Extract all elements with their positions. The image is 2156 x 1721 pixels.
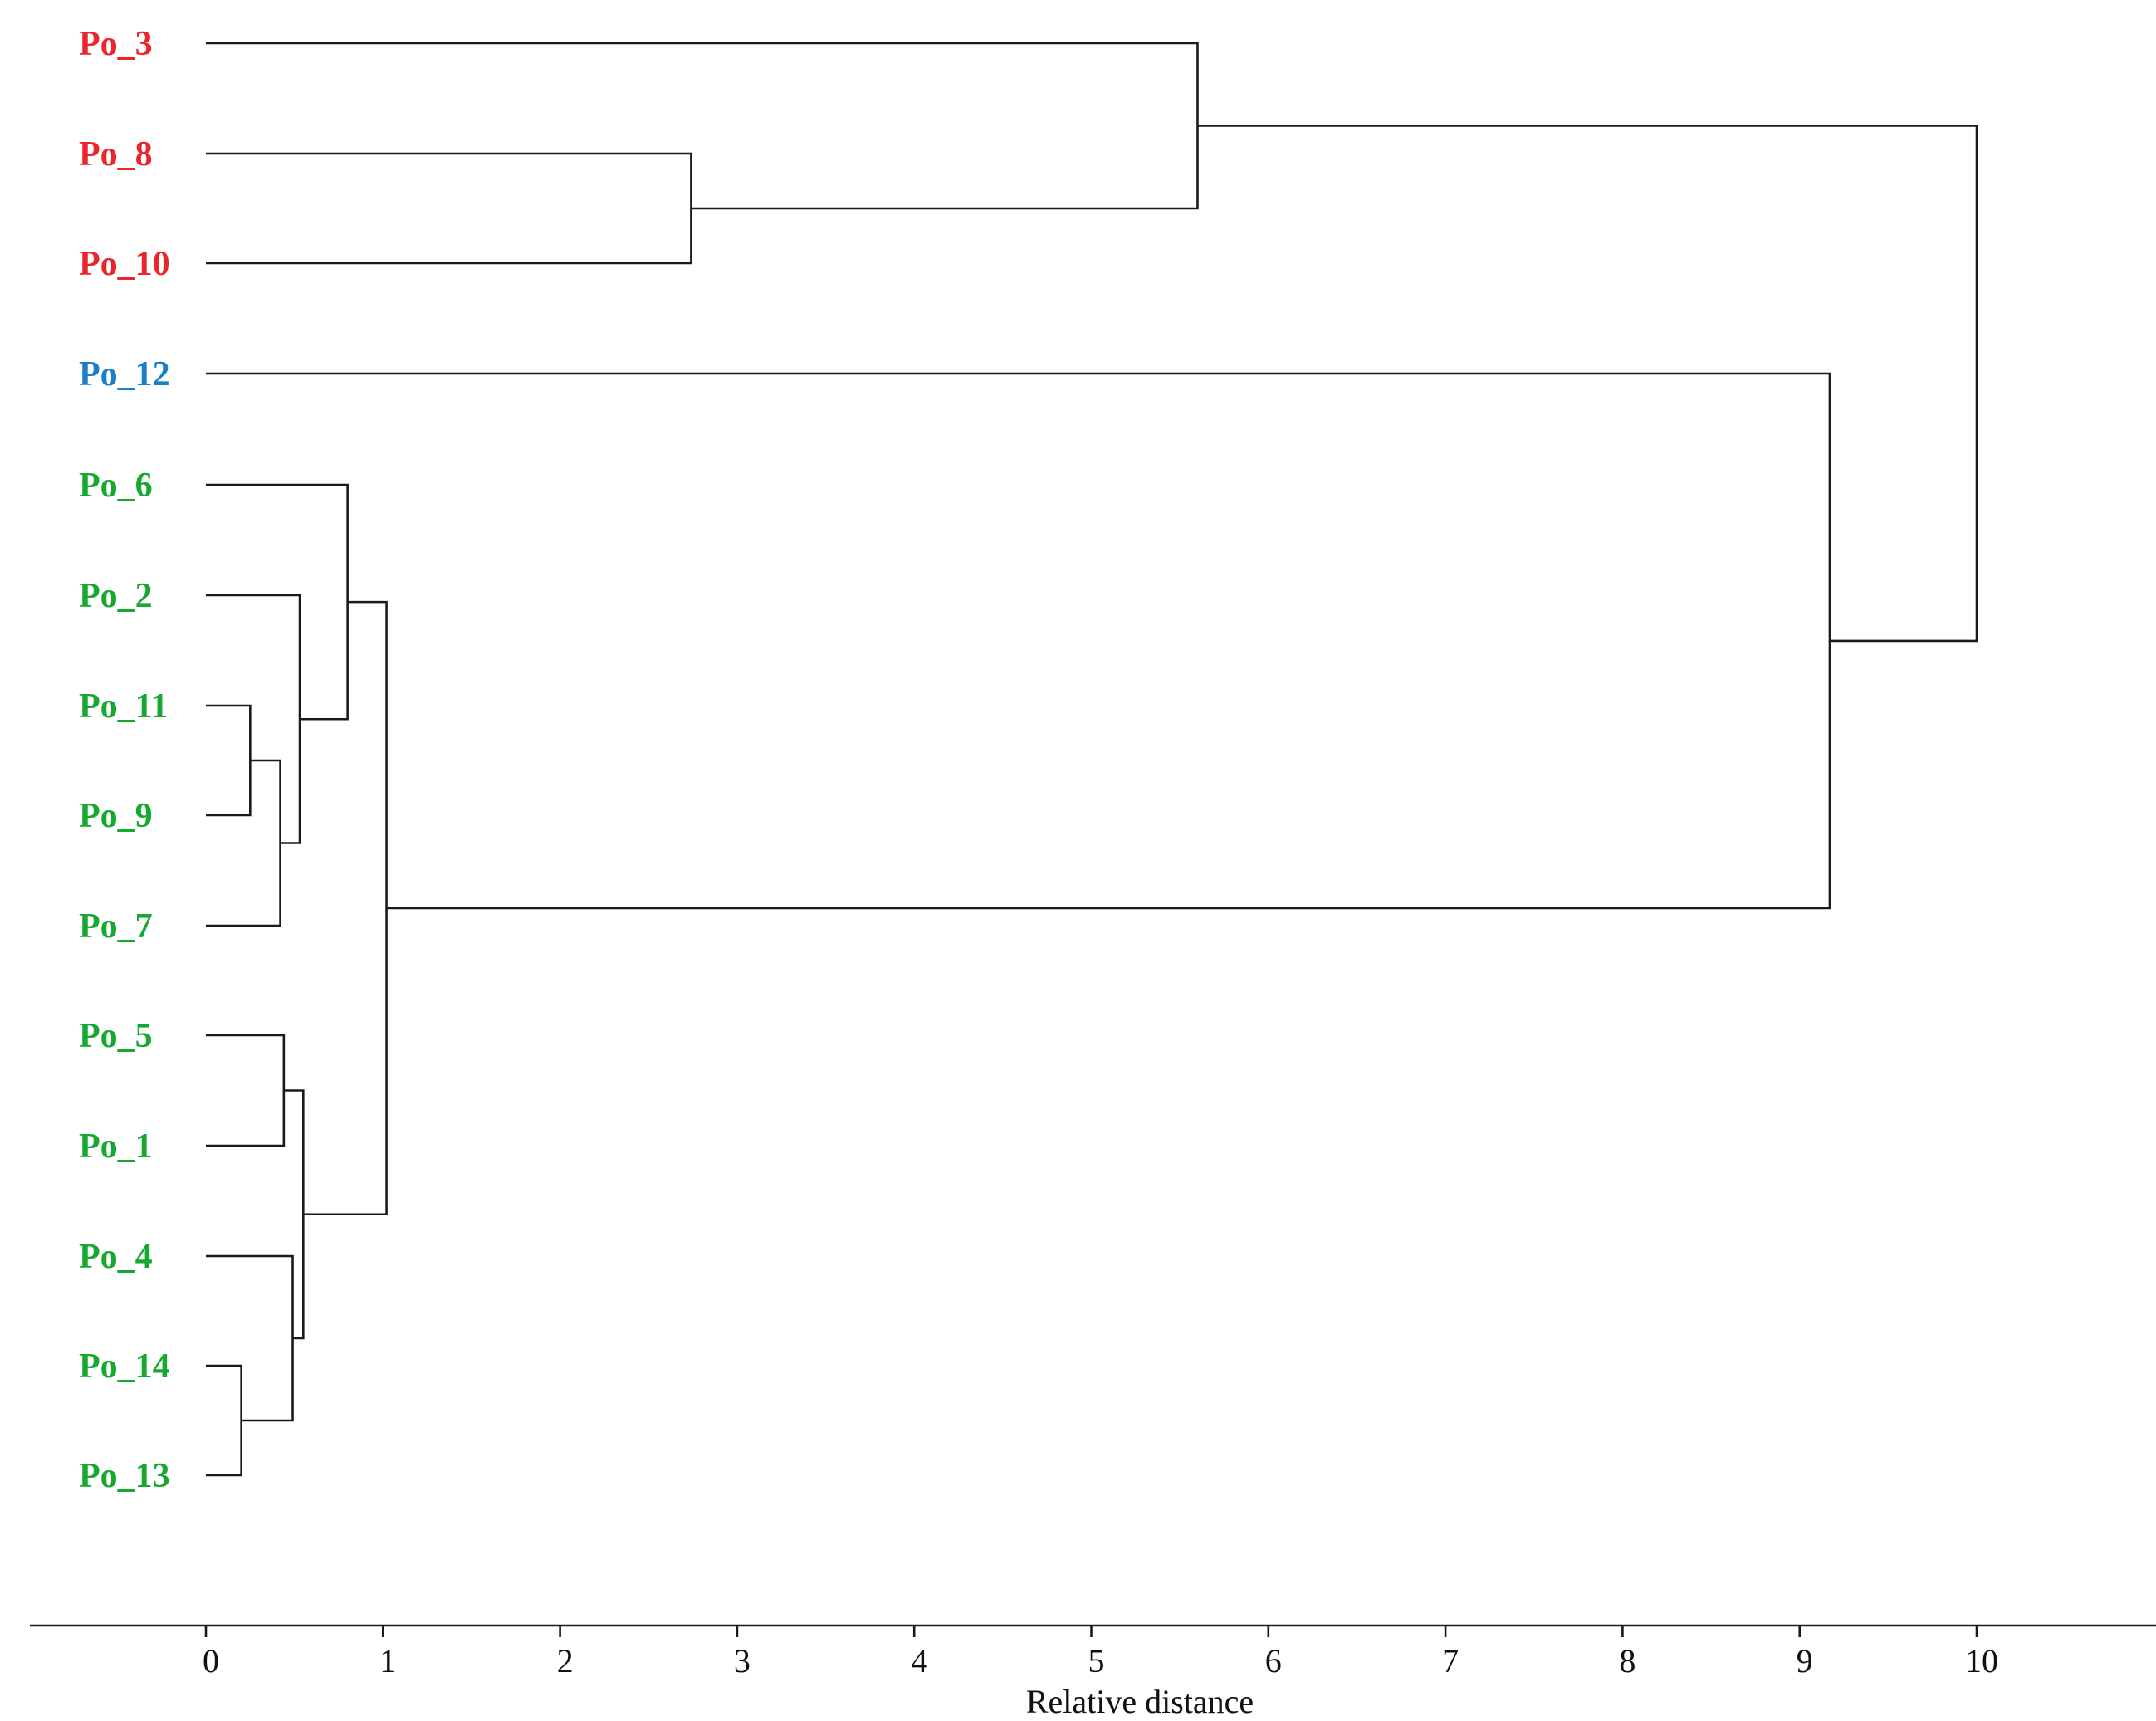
merge-link-m5 <box>206 1254 294 1422</box>
leaf-label-po-4: Po_4 <box>79 1238 153 1276</box>
x-axis: 0 1 2 3 4 5 6 7 8 9 10 Relative distance <box>30 1624 2156 1720</box>
merge-link-m10 <box>206 152 692 265</box>
leaf-label-po-9: Po_9 <box>79 797 153 835</box>
merge-link-m8 <box>206 483 349 721</box>
x-tick-label-9: 9 <box>1797 1642 1813 1679</box>
merge-link-m3 <box>206 759 281 927</box>
x-tick-label-4: 4 <box>911 1642 927 1679</box>
merge-link-m2 <box>206 1364 242 1477</box>
x-tick-label-0: 0 <box>203 1642 219 1679</box>
x-tick-label-1: 1 <box>379 1642 396 1679</box>
leaf-label-po-11: Po_11 <box>79 687 168 726</box>
merge-link-m9 <box>303 600 388 1216</box>
merge-link-m11 <box>206 42 1199 210</box>
leaf-label-po-14: Po_14 <box>79 1347 170 1386</box>
leaf-label-po-5: Po_5 <box>79 1017 153 1055</box>
leaf-label-po-12: Po_12 <box>79 355 170 394</box>
x-axis-ticks: 0 1 2 3 4 5 6 7 8 9 10 <box>203 1626 1998 1679</box>
leaf-label-po-7: Po_7 <box>79 907 153 946</box>
x-axis-title: Relative distance <box>1026 1683 1254 1720</box>
x-tick-label-6: 6 <box>1265 1642 1282 1679</box>
leaf-label-po-13: Po_13 <box>79 1457 170 1495</box>
leaf-label-po-2: Po_2 <box>79 577 153 615</box>
merge-link-m4 <box>206 1034 286 1147</box>
leaf-label-po-6: Po_6 <box>79 467 153 505</box>
leaf-label-po-1: Po_1 <box>79 1127 153 1166</box>
x-tick-label-8: 8 <box>1619 1642 1635 1679</box>
merge-link-m12 <box>206 372 1831 910</box>
leaf-labels: Po_3 Po_8 Po_10 Po_12 Po_6 Po_2 Po_11 Po_9 Po_7 P… <box>79 25 170 1495</box>
leaf-label-po-10: Po_10 <box>79 245 170 283</box>
merge-link-m6 <box>206 594 301 844</box>
x-tick-label-2: 2 <box>557 1642 574 1679</box>
x-tick-label-3: 3 <box>734 1642 750 1679</box>
merge-link-m13 <box>1197 125 1978 643</box>
x-tick-label-10: 10 <box>1965 1642 1998 1679</box>
merge-link-m1 <box>206 704 252 817</box>
x-tick-label-7: 7 <box>1442 1642 1459 1679</box>
leaf-label-po-3: Po_3 <box>79 25 153 63</box>
dendrogram-links <box>206 42 1978 1477</box>
leaf-label-po-8: Po_8 <box>79 135 153 174</box>
x-tick-label-5: 5 <box>1088 1642 1105 1679</box>
